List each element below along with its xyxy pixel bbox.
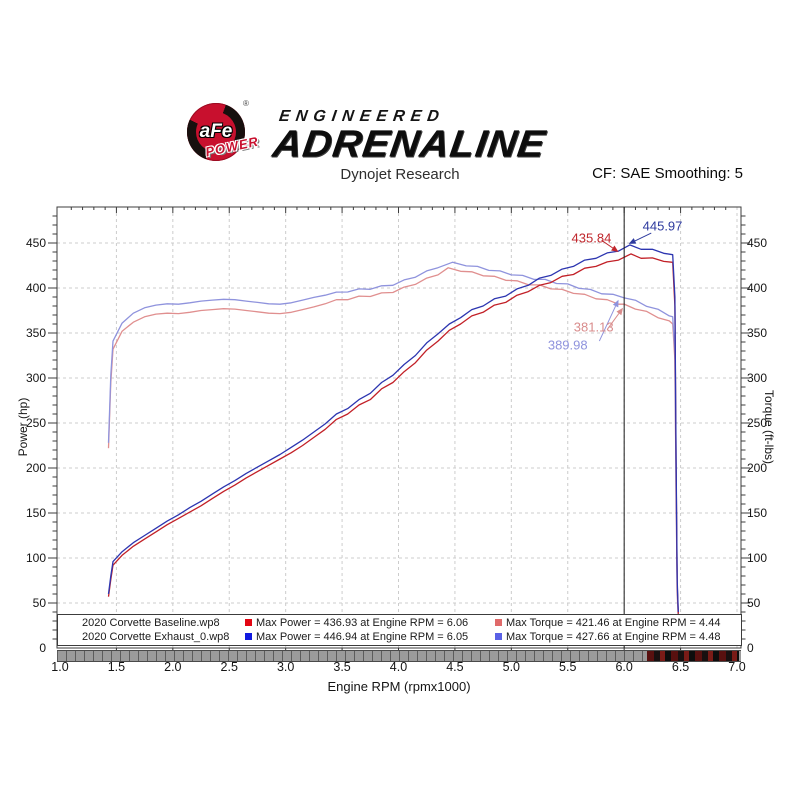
- run-file-name: 2020 Corvette Baseline.wp8: [82, 617, 220, 629]
- annotation-arrow-line: [634, 232, 652, 242]
- annotation-exhaust-power-value: 445.97: [642, 218, 683, 234]
- rpm-axis-tick-label: 4.0: [389, 660, 408, 674]
- power-axis-tick-label: 0: [39, 641, 46, 655]
- power-swatch: [245, 619, 252, 626]
- rpm-axis-tick-label: 4.5: [446, 660, 464, 674]
- rpm-axis-tick-label: 6.5: [671, 660, 690, 674]
- rpm-axis-tick-label: 3.5: [333, 660, 351, 674]
- badge-core: aFe: [196, 112, 236, 152]
- rpm-axis-tick-label: 5.5: [559, 660, 577, 674]
- torque-axis-title: Torque (ft-lbs): [762, 389, 776, 465]
- registered-trademark: ®: [243, 99, 249, 108]
- torque-axis-tick-label: 100: [747, 551, 768, 565]
- rpm-axis-tick-label: 1.5: [107, 660, 126, 674]
- 2020-corvette-exhaust-0-torque-curve: [107, 261, 679, 617]
- afe-badge-text: aFe: [199, 121, 233, 142]
- power-axis-tick-label: 400: [25, 281, 46, 295]
- annotation-baseline-power-value: 435.84: [571, 230, 612, 246]
- 2020-corvette-exhaust-0-power-curve: [107, 244, 679, 613]
- torque-axis-tick-label: 400: [747, 281, 768, 295]
- torque-axis-tick-label: 250: [747, 416, 768, 430]
- annotation-arrow-line: [601, 239, 614, 249]
- rpm-axis-tick-label: 3.0: [276, 660, 295, 674]
- 2020-corvette-baseline-torque-curve: [107, 267, 679, 619]
- power-swatch: [245, 633, 252, 640]
- plot-background: [57, 207, 741, 648]
- max-torque-readout: Max Torque = 421.46 at Engine RPM = 4.44: [506, 617, 721, 629]
- rpm-axis-tick-label: 2.0: [164, 660, 182, 674]
- power-axis-tick-label: 250: [25, 416, 46, 430]
- power-axis-title: Power (hp): [16, 397, 30, 457]
- torque-axis-tick-label: 150: [747, 506, 768, 520]
- legend-box: 2020 Corvette Baseline.wp8 Max Power = 4…: [57, 614, 742, 646]
- power-axis-tick-label: 350: [25, 326, 46, 340]
- rpm-axis-tick-label: 6.0: [615, 660, 633, 674]
- torque-axis-tick-label: 300: [747, 371, 768, 385]
- power-axis-tick-label: 300: [25, 371, 46, 385]
- torque-axis-tick-label: 50: [747, 596, 761, 610]
- power-axis-tick-label: 450: [25, 236, 46, 250]
- torque-swatch: [495, 619, 502, 626]
- 2020-corvette-baseline-power-curve: [107, 253, 679, 614]
- rpm-axis-tick-label: 7.0: [728, 660, 746, 674]
- legend-row-exhaust[interactable]: 2020 Corvette Exhaust_0.wp8 Max Power = …: [58, 630, 741, 644]
- legend-row-baseline[interactable]: 2020 Corvette Baseline.wp8 Max Power = 4…: [58, 616, 741, 630]
- torque-axis-tick-label: 200: [747, 461, 768, 475]
- torque-axis-tick-label: 450: [747, 236, 768, 250]
- correction-factor-note: CF: SAE Smoothing: 5: [592, 165, 743, 182]
- annotation-arrowhead: [611, 245, 619, 252]
- power-axis-tick-label: 50: [32, 596, 46, 610]
- rpm-axis-tick-label: 5.0: [502, 660, 521, 674]
- max-torque-readout: Max Torque = 427.66 at Engine RPM = 4.48: [506, 631, 721, 643]
- annotation-arrowhead: [628, 238, 637, 244]
- annotation-arrowhead: [616, 307, 624, 316]
- power-axis-tick-label: 200: [25, 461, 46, 475]
- afe-logo: aFe ® POWER ENGINEERED ADRENALINE: [185, 99, 625, 165]
- afe-badge: aFe: [187, 103, 245, 161]
- annotation-exhaust-torque-value: 389.98: [547, 337, 588, 353]
- max-power-readout: Max Power = 436.93 at Engine RPM = 6.06: [256, 617, 469, 629]
- power-axis-tick-label: 150: [25, 506, 46, 520]
- plot-border: [56, 206, 742, 649]
- torque-axis-tick-label: 350: [747, 326, 768, 340]
- annotation-arrowhead: [612, 299, 619, 308]
- annotation-baseline-torque-value: 381.13: [573, 319, 614, 335]
- power-axis-tick-label: 100: [25, 551, 46, 565]
- annotation-arrow-line: [606, 313, 620, 330]
- rpm-axis-title: Engine RPM (rpmx1000): [327, 679, 471, 694]
- dynojet-subtitle: Dynojet Research: [340, 166, 460, 183]
- run-file-name: 2020 Corvette Exhaust_0.wp8: [82, 631, 230, 643]
- rpm-axis-tick-label: 1.0: [51, 660, 69, 674]
- max-power-readout: Max Power = 446.94 at Engine RPM = 6.05: [256, 631, 469, 643]
- torque-axis-tick-label: 0: [747, 641, 754, 655]
- torque-swatch: [495, 633, 502, 640]
- rpm-axis-tick-label: 2.5: [220, 660, 238, 674]
- annotation-arrow-line: [598, 305, 617, 342]
- run-scrollbar-active-segment: [647, 651, 739, 661]
- run-scrollbar[interactable]: [57, 650, 741, 662]
